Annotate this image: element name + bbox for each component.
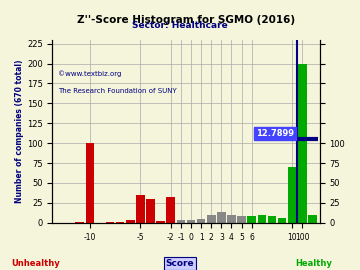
- Bar: [257, 215, 266, 223]
- Bar: [268, 217, 276, 223]
- Bar: [136, 195, 145, 223]
- Bar: [75, 222, 84, 223]
- Bar: [288, 167, 297, 223]
- Text: The Research Foundation of SUNY: The Research Foundation of SUNY: [58, 88, 176, 94]
- Bar: [126, 220, 135, 223]
- Bar: [116, 222, 125, 223]
- Bar: [146, 199, 155, 223]
- Y-axis label: Number of companies (670 total): Number of companies (670 total): [15, 59, 24, 203]
- Bar: [86, 143, 94, 223]
- Bar: [217, 212, 226, 223]
- Bar: [278, 218, 287, 223]
- Bar: [227, 215, 236, 223]
- Bar: [197, 219, 206, 223]
- Title: Z''-Score Histogram for SGMO (2016): Z''-Score Histogram for SGMO (2016): [77, 15, 295, 25]
- Text: Unhealthy: Unhealthy: [12, 259, 60, 268]
- Bar: [106, 222, 114, 223]
- Bar: [247, 217, 256, 223]
- Text: 12.7899: 12.7899: [256, 129, 294, 139]
- Text: Sector: Healthcare: Sector: Healthcare: [132, 21, 228, 30]
- Bar: [166, 197, 175, 223]
- Bar: [156, 221, 165, 223]
- Bar: [298, 63, 307, 223]
- Text: Score: Score: [166, 259, 194, 268]
- Bar: [237, 217, 246, 223]
- Bar: [187, 220, 195, 223]
- Bar: [177, 220, 185, 223]
- Bar: [308, 215, 317, 223]
- Text: Healthy: Healthy: [295, 259, 332, 268]
- Bar: [207, 215, 216, 223]
- Text: ©www.textbiz.org: ©www.textbiz.org: [58, 71, 121, 77]
